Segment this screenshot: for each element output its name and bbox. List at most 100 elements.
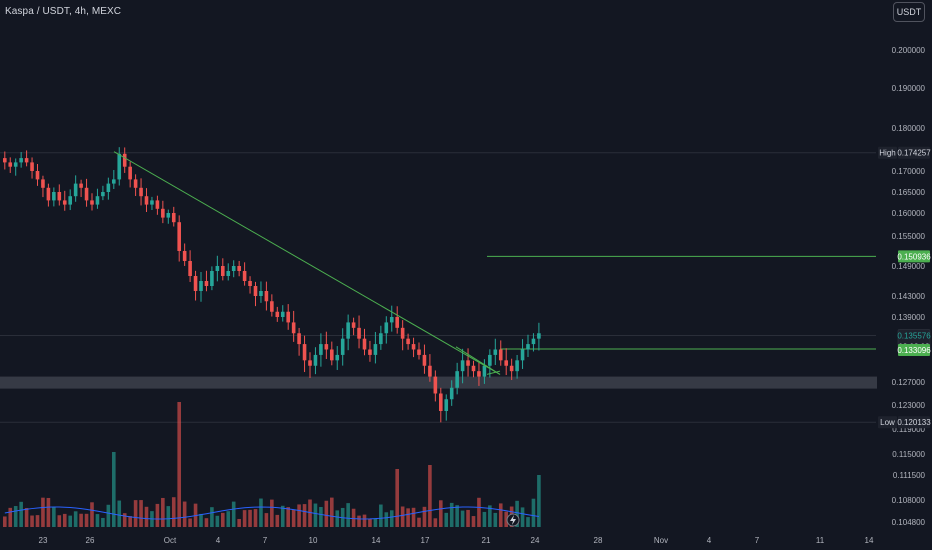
candle-body: [384, 322, 389, 334]
volume-bar: [30, 515, 34, 527]
volume-bar: [90, 502, 94, 527]
candle-body: [531, 338, 536, 345]
volume-bar: [439, 500, 443, 527]
currency-button[interactable]: USDT: [893, 2, 925, 22]
candle-body: [62, 200, 67, 205]
x-axis-tick-label: 14: [372, 536, 381, 545]
candle-body: [193, 276, 198, 291]
support-tag: 0.133096: [897, 346, 931, 355]
candle-body: [253, 286, 258, 296]
volume-bar: [253, 509, 258, 527]
y-axis-tick-label: 0.115000: [892, 450, 925, 459]
candle-body: [444, 399, 449, 411]
volume-bar: [101, 517, 105, 527]
volume-bar: [41, 497, 45, 527]
lightning-icon[interactable]: [506, 513, 520, 527]
candle-body: [41, 179, 45, 188]
volume-bar: [46, 497, 51, 527]
volume-bar: [488, 505, 492, 527]
volume-bar: [308, 499, 312, 527]
volume-bar: [248, 509, 252, 527]
volume-bar: [504, 511, 508, 527]
candle-body: [133, 179, 138, 188]
volume-bar: [270, 499, 274, 527]
y-axis-tick-label: 0.160000: [892, 209, 926, 218]
candle-body: [498, 349, 503, 361]
volume-bar: [389, 510, 394, 527]
volume-bar: [373, 518, 378, 527]
candle-body: [79, 183, 83, 188]
volume-bar: [537, 475, 541, 527]
x-axis-tick-label: 14: [865, 536, 874, 545]
candle-body: [215, 266, 220, 271]
volume-bar: [166, 506, 171, 527]
candle-body: [128, 166, 132, 180]
candle-body: [482, 365, 487, 377]
y-axis-tick-label: 0.190000: [892, 84, 926, 93]
x-axis-tick-label: 10: [309, 536, 318, 545]
candle-body: [95, 196, 100, 205]
candle-body: [112, 179, 116, 184]
candle-body: [221, 266, 225, 276]
volume-bar: [335, 510, 340, 527]
candle-body: [297, 333, 301, 345]
volume-bar: [449, 502, 454, 527]
volume-bar: [106, 504, 111, 527]
target-tag-bg: [898, 250, 930, 263]
candle-body: [68, 196, 72, 205]
x-axis-tick-label: 4: [707, 536, 712, 545]
candle-body: [455, 371, 459, 388]
candle-body: [400, 327, 405, 339]
y-axis-tick-label: 0.139000: [892, 313, 926, 322]
candle-body: [373, 344, 378, 355]
candle-body: [460, 360, 465, 372]
candle-body: [417, 349, 421, 355]
volume-bar: [357, 515, 361, 527]
volume-bar: [188, 518, 192, 527]
candle-body: [308, 360, 312, 366]
volume-bar: [444, 512, 449, 527]
volume-bar: [73, 511, 78, 527]
candle-body: [259, 291, 263, 296]
volume-bar: [57, 515, 62, 527]
volume-bar: [411, 507, 416, 527]
candle-body: [428, 365, 432, 377]
y-axis-tick-label: 0.149000: [892, 262, 926, 271]
volume-bar: [161, 497, 165, 527]
volume-bar: [177, 402, 181, 527]
candle-body: [24, 158, 29, 163]
candle-body: [313, 354, 318, 366]
volume-bar: [68, 515, 72, 527]
volume-bar: [3, 516, 7, 527]
volume-bar: [417, 517, 421, 527]
candle-body: [248, 281, 252, 286]
low-tag: 0.120133: [897, 418, 931, 427]
x-axis-tick-label: Nov: [654, 536, 668, 545]
candle-body: [226, 271, 231, 276]
candle-body: [537, 333, 541, 339]
volume-bar: [433, 518, 438, 527]
y-axis-tick-label: 0.165000: [892, 188, 926, 197]
candle-body: [144, 196, 149, 205]
volume-bar: [204, 518, 209, 527]
volume-bar: [466, 509, 470, 527]
low-label-bg: [878, 416, 897, 429]
candle-body: [286, 311, 290, 323]
candle-body: [35, 171, 40, 180]
candle-body: [30, 162, 34, 171]
candle-body: [182, 251, 187, 261]
y-axis-tick-label: 0.180000: [892, 124, 926, 133]
candle-body: [389, 317, 394, 323]
y-axis-tick-label: 0.143000: [892, 292, 926, 301]
candle-body: [471, 365, 476, 372]
volume-bar: [215, 515, 220, 527]
candle-body: [515, 360, 519, 372]
candle-body: [270, 301, 274, 312]
x-axis-tick-label: 17: [421, 536, 430, 545]
descending-trendline: [113, 151, 501, 375]
volume-bar: [482, 511, 487, 527]
candle-body: [379, 333, 383, 345]
volume-bar: [515, 500, 519, 527]
y-axis-tick-label: 0.104800: [892, 518, 926, 527]
